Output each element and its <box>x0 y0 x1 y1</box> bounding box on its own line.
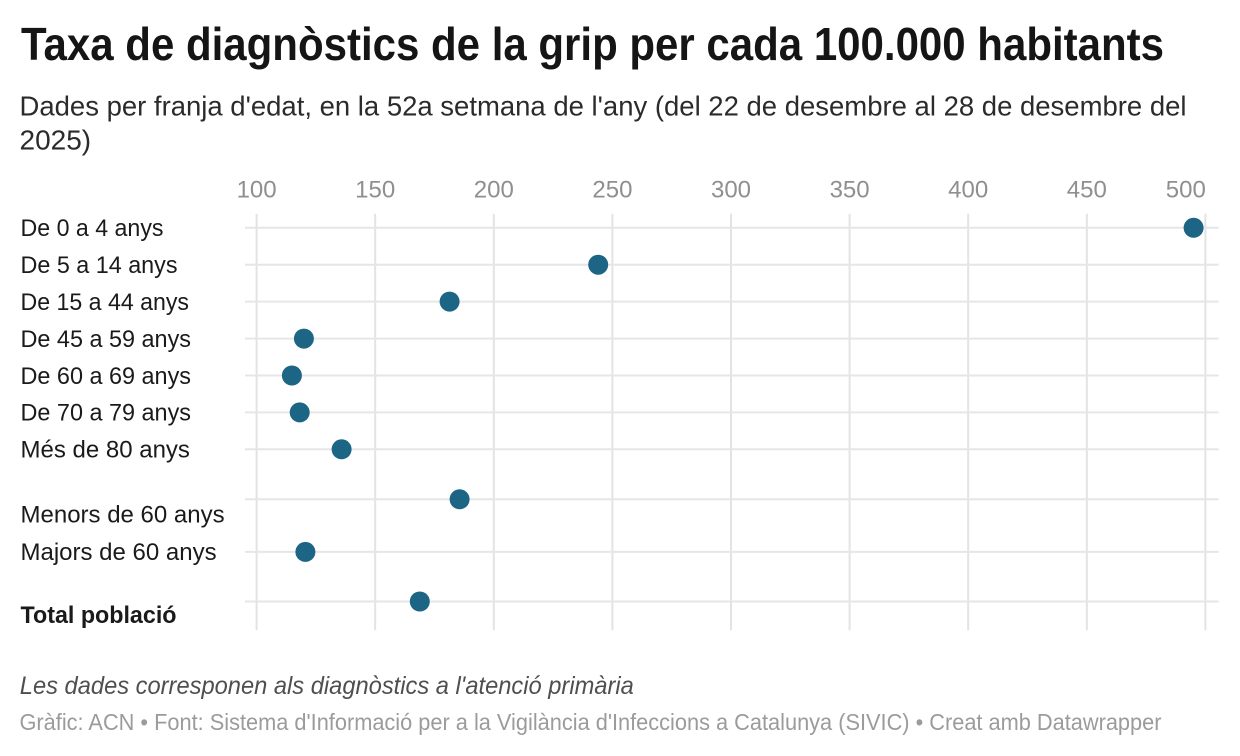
svg-text:250: 250 <box>592 177 632 204</box>
svg-text:Dades per franja d'edat, en la: Dades per franja d'edat, en la 52a setma… <box>20 90 1187 121</box>
svg-text:De 15 a 44 anys: De 15 a 44 anys <box>21 289 190 316</box>
svg-text:De 5 a 14 anys: De 5 a 14 anys <box>21 252 178 279</box>
svg-text:350: 350 <box>830 177 870 204</box>
svg-text:De 0 a 4 anys: De 0 a 4 anys <box>21 215 164 242</box>
svg-text:Menors de 60 anys: Menors de 60 anys <box>21 502 225 529</box>
svg-text:Gràfic: ACN • Font: Sistema d': Gràfic: ACN • Font: Sistema d'Informació… <box>20 709 1162 735</box>
svg-text:Majors de 60 anys: Majors de 60 anys <box>21 539 217 566</box>
svg-text:300: 300 <box>711 177 751 204</box>
svg-text:100: 100 <box>237 177 277 204</box>
svg-text:Les dades corresponen als diag: Les dades corresponen als diagnòstics a … <box>20 672 634 700</box>
svg-text:Taxa de diagnòstics de la grip: Taxa de diagnòstics de la grip per cada … <box>21 18 1164 70</box>
svg-text:De 70 a 79 anys: De 70 a 79 anys <box>21 400 192 427</box>
svg-text:Més de 80 anys: Més de 80 anys <box>21 437 190 464</box>
svg-text:500: 500 <box>1166 177 1206 204</box>
svg-text:De 60 a 69 anys: De 60 a 69 anys <box>21 363 192 390</box>
svg-text:400: 400 <box>948 177 988 204</box>
svg-text:200: 200 <box>474 177 514 204</box>
svg-text:450: 450 <box>1067 177 1107 204</box>
svg-text:De 45 a 59 anys: De 45 a 59 anys <box>21 326 192 353</box>
svg-text:Total població: Total població <box>21 602 177 629</box>
svg-text:2025): 2025) <box>20 125 92 156</box>
svg-text:150: 150 <box>355 177 395 204</box>
